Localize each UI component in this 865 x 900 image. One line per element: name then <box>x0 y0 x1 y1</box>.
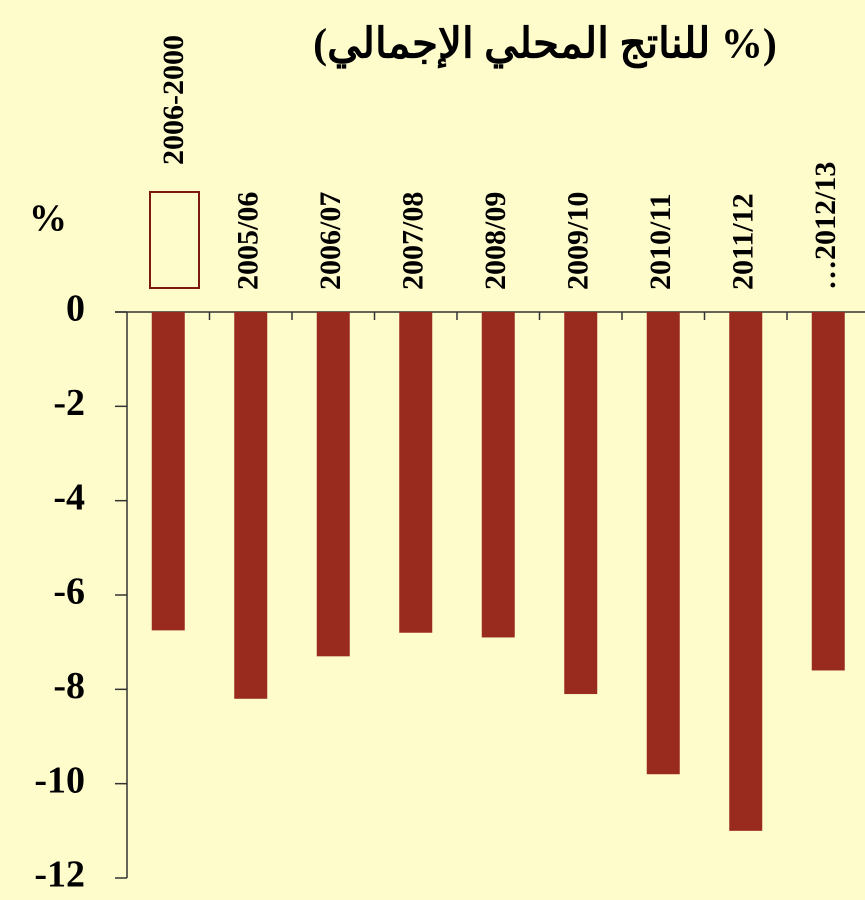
x-tick-label: 2007/08 <box>397 192 430 290</box>
bar <box>399 312 433 633</box>
bar <box>234 312 268 699</box>
y-tick-label: -2 <box>53 382 85 424</box>
x-tick-label: …2012/13 <box>809 162 842 290</box>
x-tick-label: 2006-2000 <box>157 35 190 165</box>
y-tick-label: -4 <box>53 476 85 518</box>
x-tick-label: 2008/09 <box>479 192 512 290</box>
y-tick-label: -10 <box>34 759 85 801</box>
legend-box <box>149 191 200 289</box>
bar <box>811 312 845 671</box>
x-tick-label: 2006/07 <box>314 192 347 290</box>
y-tick-label: -12 <box>34 854 85 896</box>
y-tick-label: 0 <box>66 288 85 330</box>
x-tick-label: 2005/06 <box>232 192 265 290</box>
y-axis-label: % <box>29 198 67 240</box>
x-tick-label: 2009/10 <box>562 192 595 290</box>
y-tick-label: -6 <box>53 571 85 613</box>
y-tick-label: -8 <box>53 665 85 707</box>
bar <box>481 312 515 638</box>
x-tick-label: 2010/11 <box>644 193 677 290</box>
bar <box>646 312 680 775</box>
bar <box>564 312 598 695</box>
chart-title: (% للناتج المحلي الإجمالي) <box>313 22 777 70</box>
x-tick-label: 2011/12 <box>727 193 760 290</box>
bar <box>316 312 350 657</box>
bar <box>151 312 185 631</box>
bar <box>729 312 763 831</box>
